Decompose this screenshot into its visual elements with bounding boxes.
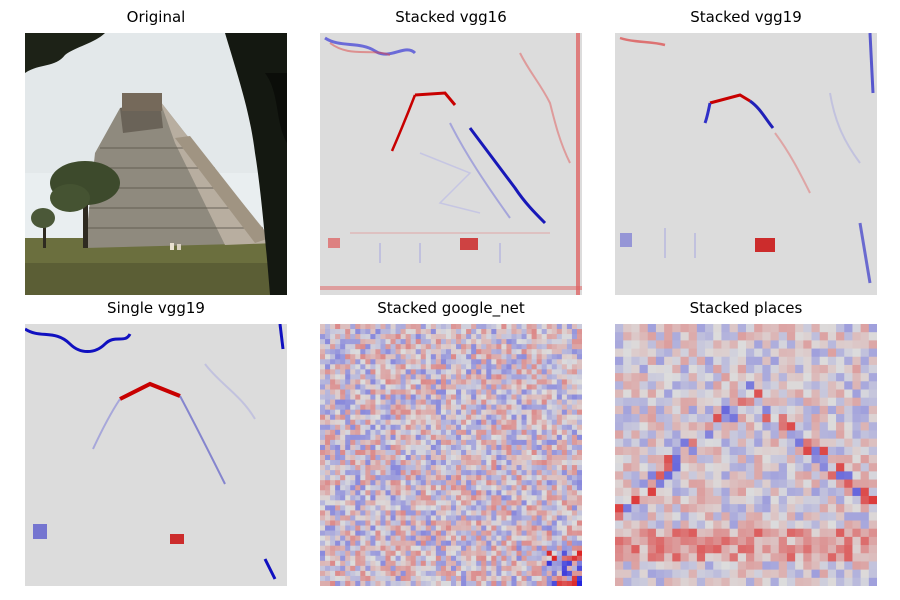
panel-title-single-vgg19: Single vgg19 [107, 299, 205, 317]
saliency-map-stacked-vgg16 [320, 33, 582, 295]
panel-title-original: Original [126, 8, 186, 26]
saliency-map-stacked-vgg19 [615, 33, 877, 295]
saliency-map-stacked-google-net [320, 324, 582, 586]
saliency-map-stacked-places [615, 324, 877, 586]
original-photo [25, 33, 287, 295]
panel-title-stacked-places: Stacked places [689, 299, 803, 317]
panel-title-stacked-vgg19: Stacked vgg19 [690, 8, 802, 26]
panel-title-stacked-vgg16: Stacked vgg16 [395, 8, 507, 26]
saliency-map-single-vgg19 [25, 324, 287, 586]
panel-title-stacked-google-net: Stacked google_net [377, 299, 525, 317]
